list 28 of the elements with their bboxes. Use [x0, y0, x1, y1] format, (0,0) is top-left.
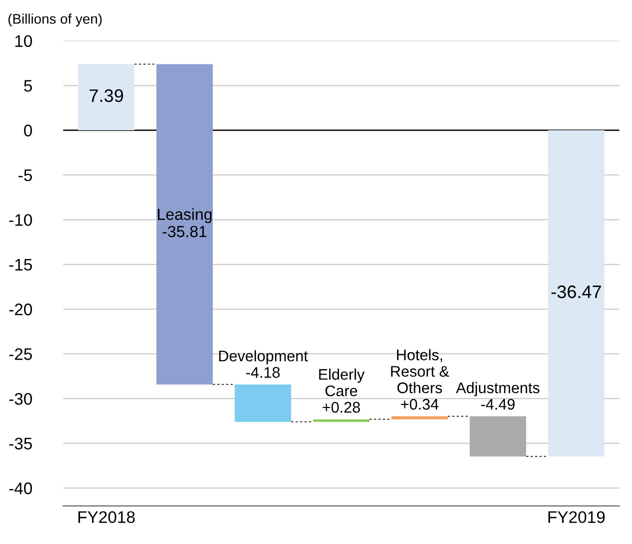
bar [470, 416, 526, 456]
data-label: Hotels, Resort & Others +0.34 [391, 349, 450, 410]
data-label: Development -4.18 [219, 350, 308, 378]
y-tick-label: -25 [9, 348, 32, 360]
data-label: Leasing -35.81 [158, 208, 212, 238]
bar [78, 64, 134, 130]
bar [548, 130, 604, 456]
y-tick-label: -40 [9, 482, 32, 494]
y-tick-label: -5 [18, 170, 32, 182]
bar [391, 416, 448, 420]
y-tick-label: -30 [9, 392, 32, 405]
y-tick-label: -20 [9, 304, 32, 316]
x-tick-label: FY2018 [78, 511, 135, 524]
x-tick-label: FY2019 [548, 511, 605, 524]
y-tick-label: 5 [24, 80, 32, 92]
bar [313, 419, 370, 422]
y-tick-label: -10 [9, 214, 32, 226]
data-label: Elderly Care +0.28 [319, 368, 365, 413]
y-axis-title: (Billions of yen) [8, 14, 102, 27]
data-label: -36.47 [551, 285, 601, 298]
data-label: 7.39 [90, 89, 123, 102]
y-tick-label: 10 [15, 35, 32, 48]
y-tick-label: -15 [9, 258, 32, 271]
bar [156, 64, 213, 384]
y-tick-label: -35 [9, 438, 32, 450]
bar [234, 384, 292, 422]
y-tick-label: 0 [24, 124, 32, 136]
data-label: Adjustments -4.49 [456, 382, 540, 410]
